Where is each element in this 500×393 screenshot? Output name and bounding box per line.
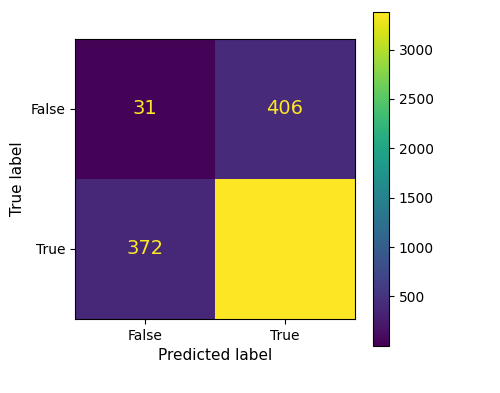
Text: 31: 31 <box>132 99 158 118</box>
X-axis label: Predicted label: Predicted label <box>158 348 272 363</box>
Y-axis label: True label: True label <box>10 141 25 216</box>
Text: 372: 372 <box>126 239 164 258</box>
Text: 406: 406 <box>266 99 304 118</box>
Text: 3382: 3382 <box>260 239 310 258</box>
